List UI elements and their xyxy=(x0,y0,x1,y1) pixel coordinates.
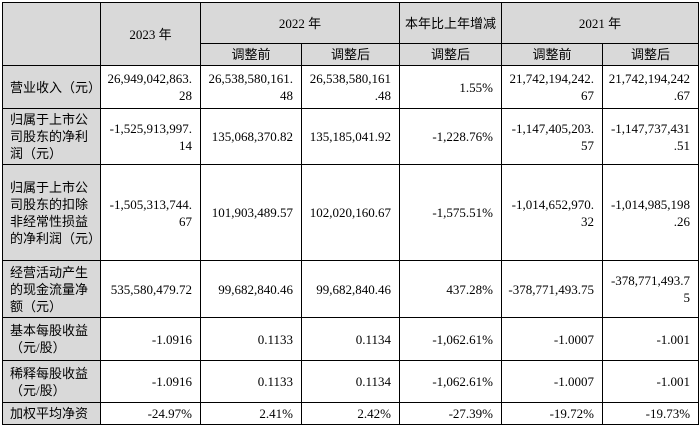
cell-2022-after: 135,185,041.92 xyxy=(300,108,401,165)
cell-2021-after: -1.001 xyxy=(602,360,700,403)
cell-2022-after: 0.1134 xyxy=(300,317,401,361)
cell-2022-before: 0.1133 xyxy=(200,360,302,403)
cell-2022-after: 102,020,160.67 xyxy=(300,164,401,261)
cell-2022-after: 0.1134 xyxy=(300,360,401,403)
row-label: 经营活动产生的现金流量净额（元） xyxy=(2,260,101,318)
table-row-basic-eps: 基本每股收益（元/股） -1.0916 0.1133 0.1134 -1,062… xyxy=(2,317,700,361)
cell-2023: -1.0916 xyxy=(100,360,201,403)
cell-2021-after: -378,771,493.75 xyxy=(602,260,700,318)
row-label: 归属于上市公司股东的净利润（元） xyxy=(2,108,101,165)
cell-2021-before: 21,742,194,242.67 xyxy=(501,65,604,109)
cell-2022-before: 101,903,489.57 xyxy=(200,164,302,261)
cell-2023: -1.0916 xyxy=(100,317,201,361)
corner-cell xyxy=(2,2,101,66)
cell-2021-before: -1,014,652,970.32 xyxy=(501,164,604,261)
cell-2022-before: 0.1133 xyxy=(200,317,302,361)
cell-2021-after: -1.001 xyxy=(602,317,700,361)
cell-yoy: -27.39% xyxy=(399,402,503,425)
subheader-2021-after: 调整后 xyxy=(602,43,700,66)
header-row-adjustments: 调整前 调整后 调整后 调整前 调整后 xyxy=(3,43,700,66)
cell-2021-before: -1.0007 xyxy=(501,317,604,361)
cell-2021-after: -19.73% xyxy=(602,402,700,425)
row-label: 加权平均净资 xyxy=(2,402,101,425)
cell-yoy: 1.55% xyxy=(399,65,503,109)
subheader-2022-before: 调整前 xyxy=(200,43,302,66)
table-row-net-profit-excl-nonrecurring: 归属于上市公司股东的扣除非经常性损益的净利润（元） -1,505,313,744… xyxy=(2,164,700,261)
cell-yoy: -1,062.61% xyxy=(399,317,503,361)
cell-2023: -1,525,913,997.14 xyxy=(100,108,201,165)
cell-2021-before: -378,771,493.75 xyxy=(501,260,604,318)
subheader-yoy-after: 调整后 xyxy=(399,43,503,66)
cell-2022-before: 26,538,580,161.48 xyxy=(200,65,302,109)
cell-2022-after: 26,538,580,161.48 xyxy=(300,65,401,109)
row-label: 基本每股收益（元/股） xyxy=(2,317,101,361)
table-row-revenue: 营业收入（元） 26,949,042,863.28 26,538,580,161… xyxy=(2,65,700,109)
table-row-weighted-average-roe: 加权平均净资 -24.97% 2.41% 2.42% -27.39% -19.7… xyxy=(2,402,700,425)
header-2023: 2023 年 xyxy=(100,2,201,66)
subheader-2021-before: 调整前 xyxy=(501,43,604,66)
row-label: 归属于上市公司股东的扣除非经常性损益的净利润（元） xyxy=(2,164,101,261)
cell-2023: 535,580,479.72 xyxy=(100,260,201,318)
cell-yoy: -1,228.76% xyxy=(399,108,503,165)
cell-2021-before: -19.72% xyxy=(501,402,604,425)
cell-2022-before: 135,068,370.82 xyxy=(200,108,302,165)
subheader-2022-after: 调整后 xyxy=(300,43,401,66)
header-2022: 2022 年 xyxy=(199,2,401,44)
cell-yoy: -1,062.61% xyxy=(399,360,503,403)
cell-2023: 26,949,042,863.28 xyxy=(100,65,201,109)
table-row-diluted-eps: 稀释每股收益（元/股） -1.0916 0.1133 0.1134 -1,062… xyxy=(2,360,700,403)
cell-2021-after: 21,742,194,242.67 xyxy=(602,65,700,109)
header-2021: 2021 年 xyxy=(501,2,700,44)
cell-2022-after: 2.42% xyxy=(300,402,401,425)
cell-2021-after: -1,014,985,198.26 xyxy=(602,164,700,261)
row-label: 营业收入（元） xyxy=(2,65,101,109)
cell-2022-after: 99,682,840.46 xyxy=(300,260,401,318)
cell-2023: -1,505,313,744.67 xyxy=(100,164,201,261)
table-row-operating-cash-flow: 经营活动产生的现金流量净额（元） 535,580,479.72 99,682,8… xyxy=(2,260,700,318)
cell-yoy: 437.28% xyxy=(399,260,503,318)
table-row-net-profit: 归属于上市公司股东的净利润（元） -1,525,913,997.14 135,0… xyxy=(2,108,700,165)
cell-2021-before: -1,147,405,203.57 xyxy=(501,108,604,165)
cell-2021-after: -1,147,737,431.51 xyxy=(602,108,700,165)
cell-2021-before: -1.0007 xyxy=(501,360,604,403)
cell-2023: -24.97% xyxy=(100,402,201,425)
cell-yoy: -1,575.51% xyxy=(399,164,503,261)
header-row-years: 2023 年 2022 年 本年比上年增减 2021 年 xyxy=(2,2,700,66)
row-label: 稀释每股收益（元/股） xyxy=(2,360,101,403)
cell-2022-before: 99,682,840.46 xyxy=(200,260,302,318)
header-yoy: 本年比上年增减 xyxy=(399,2,503,44)
cell-2022-before: 2.41% xyxy=(200,402,302,425)
